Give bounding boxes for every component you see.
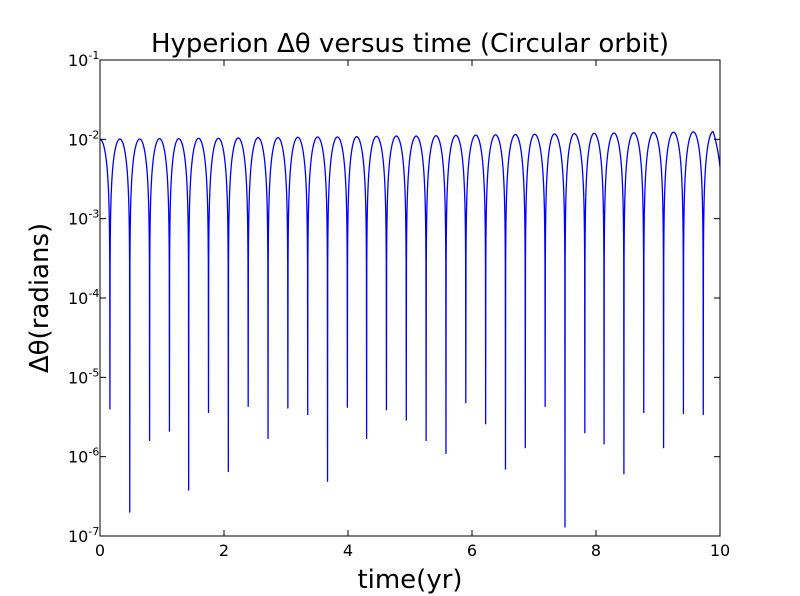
x-axis-label: time(yr) (357, 565, 462, 595)
y-tick-base: 10 (68, 130, 88, 149)
plot-frame (99, 59, 721, 537)
y-tick-exponent: -4 (88, 287, 99, 300)
y-tick-base: 10 (68, 448, 88, 467)
x-tick-label: 10 (710, 541, 730, 560)
y-tick-base: 10 (68, 210, 88, 229)
series-line (100, 131, 720, 528)
y-tick-exponent: -1 (88, 49, 99, 62)
x-tick-label: 2 (219, 541, 229, 560)
y-tick-label: 10-2 (68, 128, 99, 149)
y-axis: 10-710-610-510-410-310-210-1 (68, 49, 720, 546)
y-tick-exponent: -7 (88, 525, 99, 538)
y-tick-label: 10-3 (68, 208, 99, 229)
y-tick-label: 10-5 (68, 366, 99, 387)
y-tick-label: 10-7 (68, 525, 99, 546)
y-tick-exponent: -5 (88, 366, 99, 379)
y-tick-base: 10 (68, 527, 88, 546)
chart-title: Hyperion Δθ versus time (Circular orbit) (151, 29, 669, 59)
x-tick-label: 4 (343, 541, 353, 560)
x-axis: 0 2 4 6 8 10 (95, 60, 730, 560)
y-tick-label: 10-1 (68, 49, 99, 70)
y-tick-base: 10 (68, 368, 88, 387)
y-axis-label: Δθ(radians) (25, 223, 55, 373)
y-tick-label: 10-6 (68, 446, 99, 467)
y-tick-label: 10-4 (68, 287, 99, 308)
x-tick-label: 8 (591, 541, 601, 560)
y-tick-exponent: -3 (88, 208, 99, 221)
y-tick-exponent: -2 (88, 128, 99, 141)
y-tick-base: 10 (68, 51, 88, 70)
x-tick-label: 6 (467, 541, 477, 560)
x-tick-label: 0 (95, 541, 105, 560)
series-layer (100, 131, 720, 528)
y-tick-exponent: -6 (88, 446, 99, 459)
y-tick-base: 10 (68, 289, 88, 308)
